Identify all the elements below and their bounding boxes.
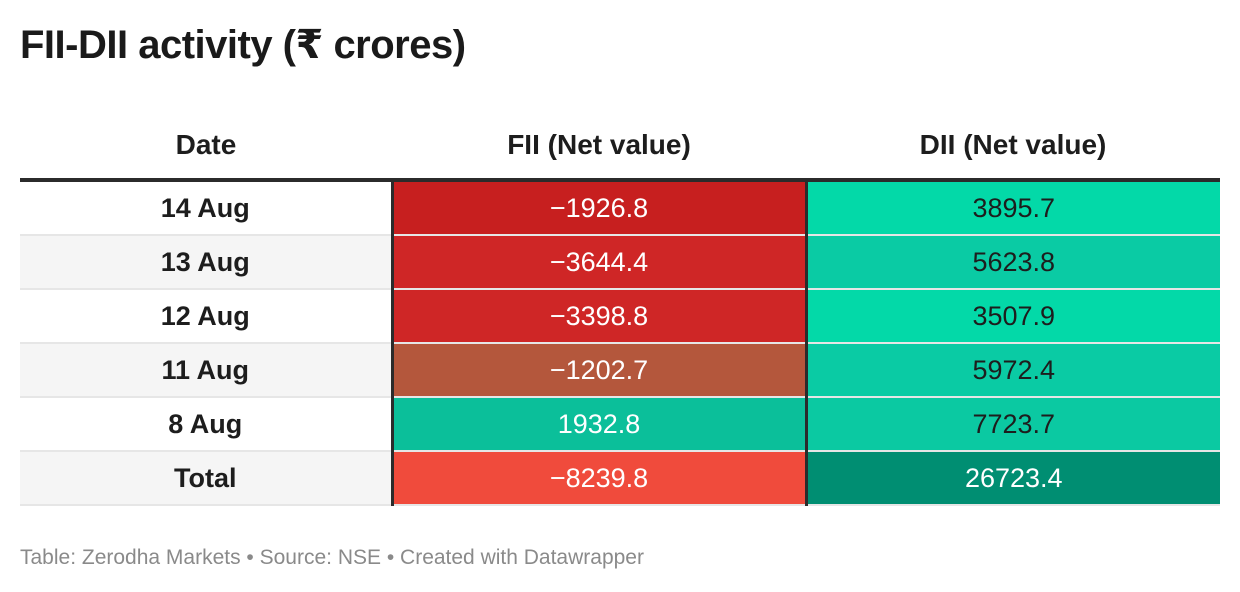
date-cell: 13 Aug [20,235,392,290]
column-header-dii[interactable]: DII (Net value) [806,112,1220,182]
fii-value-cell: −3644.4 [390,235,806,290]
column-header-fii[interactable]: FII (Net value) [392,112,806,182]
table-row-total: Total −8239.8 26723.4 [20,451,1220,506]
fii-dii-table: Date FII (Net value) DII (Net value) 14 … [20,112,1220,506]
table-row: 13 Aug −3644.4 5623.8 [20,235,1220,290]
table-row: 8 Aug 1932.8 7723.7 [20,397,1220,452]
dii-value-cell: 3895.7 [804,180,1220,236]
fii-value-cell: −3398.8 [390,289,806,344]
dii-value-cell: 7723.7 [804,397,1220,452]
dii-total-cell: 26723.4 [804,451,1220,506]
table-footer-credits: Table: Zerodha Markets • Source: NSE • C… [20,546,644,569]
date-cell: 11 Aug [20,343,392,398]
fii-total-cell: −8239.8 [390,451,806,506]
fii-value-cell: −1202.7 [390,343,806,398]
dii-value-cell: 5972.4 [804,343,1220,398]
column-header-date[interactable]: Date [20,112,392,182]
table-row: 14 Aug −1926.8 3895.7 [20,180,1220,236]
dii-value-cell: 5623.8 [804,235,1220,290]
dii-value-cell: 3507.9 [804,289,1220,344]
chart-title: FII-DII activity (₹ crores) [20,23,466,67]
fii-value-cell: 1932.8 [390,397,806,452]
date-cell: 12 Aug [20,289,392,344]
fii-value-cell: −1926.8 [390,180,806,236]
date-cell: Total [20,451,392,506]
table-row: 11 Aug −1202.7 5972.4 [20,343,1220,398]
table-header-row: Date FII (Net value) DII (Net value) [20,112,1220,182]
date-cell: 8 Aug [20,397,392,452]
table-row: 12 Aug −3398.8 3507.9 [20,289,1220,344]
date-cell: 14 Aug [20,180,392,236]
